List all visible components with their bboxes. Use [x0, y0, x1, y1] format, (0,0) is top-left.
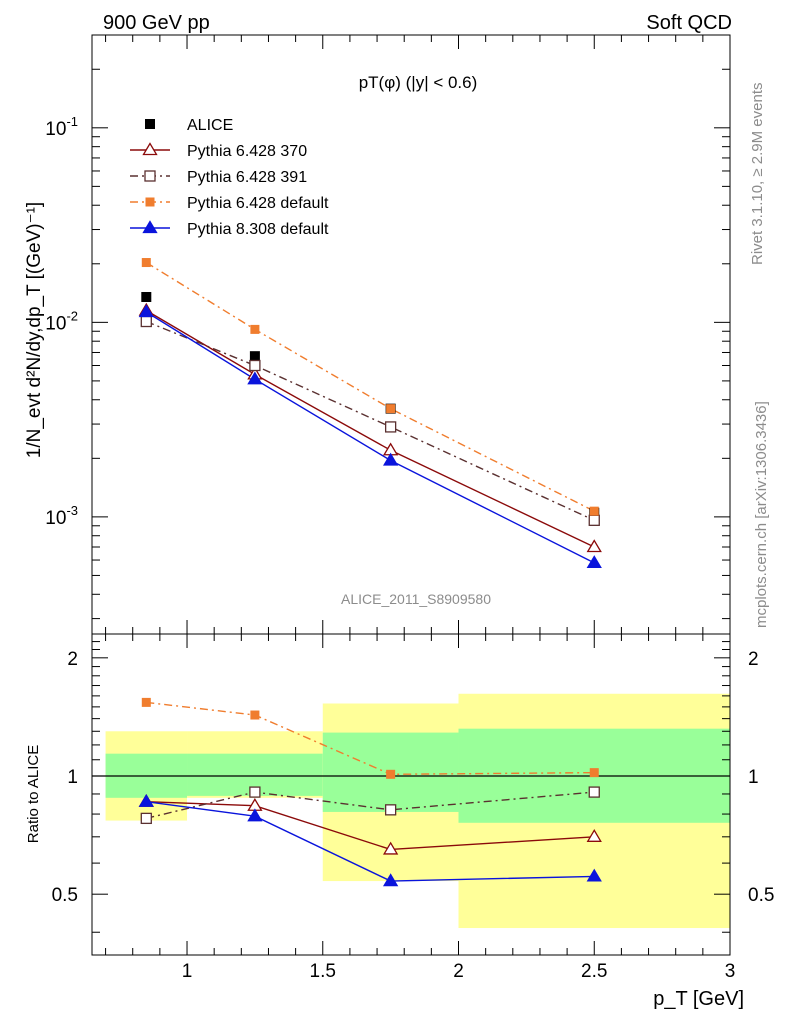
alice-data-point — [141, 291, 152, 302]
mcplots-reference-label: mcplots.cern.ch [arXiv:1306.3436] — [753, 401, 770, 628]
main-series-lines — [138, 258, 602, 569]
header-left-label: 900 GeV pp — [103, 12, 210, 34]
x-tick-label: 2.5 — [581, 961, 607, 982]
x-tick-label: 2 — [453, 961, 464, 982]
legend-marker-2 — [145, 197, 155, 207]
legend-label-2: Pythia 6.428 default — [187, 195, 329, 212]
ratio-axis-title: Ratio to ALICE — [25, 745, 42, 843]
series-point-0 — [586, 539, 602, 553]
series-point-2 — [141, 258, 151, 268]
legend-label-alice: ALICE — [187, 117, 233, 134]
ratio-line-2 — [146, 701, 595, 776]
ratio-point-3 — [247, 808, 263, 822]
series-point-2 — [589, 506, 599, 516]
ratio-point-3 — [138, 793, 154, 807]
series-point-1 — [588, 514, 600, 526]
series-point-1 — [384, 421, 397, 433]
ratio-tick-label-left: 2 — [67, 649, 78, 670]
ratio-panel-frame — [91, 633, 731, 956]
ratio-point-0 — [586, 829, 602, 842]
legend-label-3: Pythia 8.308 default — [187, 221, 329, 238]
y-tick-label: 10-2 — [45, 308, 78, 334]
ratio-point-2 — [589, 768, 599, 778]
ratio-point-1 — [384, 804, 397, 816]
ratio-panel-content — [138, 697, 602, 887]
ratio-point-0 — [382, 841, 399, 855]
series-point-2 — [386, 404, 396, 414]
ratio-tick-label-left: 0.5 — [52, 885, 78, 906]
ratio-tick-label-right: 1 — [748, 767, 759, 788]
x-tick-label: 3 — [725, 961, 736, 982]
legend-marker-3 — [142, 220, 158, 234]
rivet-version-label: Rivet 3.1.10, ≥ 2.9M events — [749, 83, 766, 266]
ratio-point-2 — [250, 710, 260, 720]
series-point-3 — [138, 304, 154, 318]
ratio-line-3 — [146, 801, 595, 882]
ratio-point-2 — [386, 769, 396, 779]
ratio-point-3 — [382, 873, 399, 887]
y-tick-label: 10-3 — [45, 503, 78, 529]
legend-marker-1 — [144, 170, 156, 182]
ratio-tick-label-left: 1 — [67, 767, 78, 788]
axes-ticks: 1 1.5 2 2.5 3 10-3 10-2 10-1 0.5 0.5 1 1 2 2 — [45, 35, 774, 982]
legend-label-0: Pythia 6.428 370 — [187, 143, 307, 160]
x-axis-title: p_T [GeV] — [653, 988, 744, 1010]
series-point-3 — [382, 452, 399, 466]
ratio-point-1 — [588, 786, 600, 798]
series-line-2 — [145, 261, 595, 512]
chart-title: pT(φ) (|y| < 0.6) — [359, 73, 478, 92]
y-tick-label: 10-1 — [45, 114, 78, 140]
header-right-label: Soft QCD — [646, 12, 732, 34]
series-point-1 — [249, 359, 261, 372]
series-line-1 — [146, 320, 595, 521]
ratio-point-1 — [140, 812, 152, 825]
ratio-tick-label-right: 2 — [748, 649, 759, 670]
x-tick-label: 1.5 — [310, 961, 336, 982]
legend-marker-0 — [142, 142, 158, 156]
legend: ALICE Pythia 6.428 370 Pythia 6.428 391 Pyt… — [130, 117, 329, 238]
ratio-bands — [92, 693, 730, 929]
analysis-watermark: ALICE_2011_S8909580 — [341, 591, 491, 607]
series-point-3 — [247, 371, 263, 385]
ratio-tick-label-right: 0.5 — [748, 885, 774, 906]
ratio-point-1 — [249, 786, 261, 798]
series-point-1 — [140, 315, 152, 328]
series-point-3 — [586, 555, 602, 569]
x-tick-label: 1 — [182, 961, 193, 982]
alice-data-point — [249, 351, 260, 362]
ratio-line-0 — [146, 801, 595, 851]
series-point-2 — [250, 324, 260, 334]
legend-marker-alice — [145, 119, 155, 129]
ratio-line-1 — [146, 791, 595, 820]
series-line-3 — [145, 311, 595, 564]
y-axis-title: 1/N_evt d²N/dy,dp_T [(GeV)⁻¹] — [24, 202, 45, 458]
series-line-0 — [145, 309, 595, 548]
legend-label-1: Pythia 6.428 391 — [187, 169, 307, 186]
ratio-point-3 — [586, 868, 602, 882]
ratio-point-2 — [141, 697, 151, 707]
